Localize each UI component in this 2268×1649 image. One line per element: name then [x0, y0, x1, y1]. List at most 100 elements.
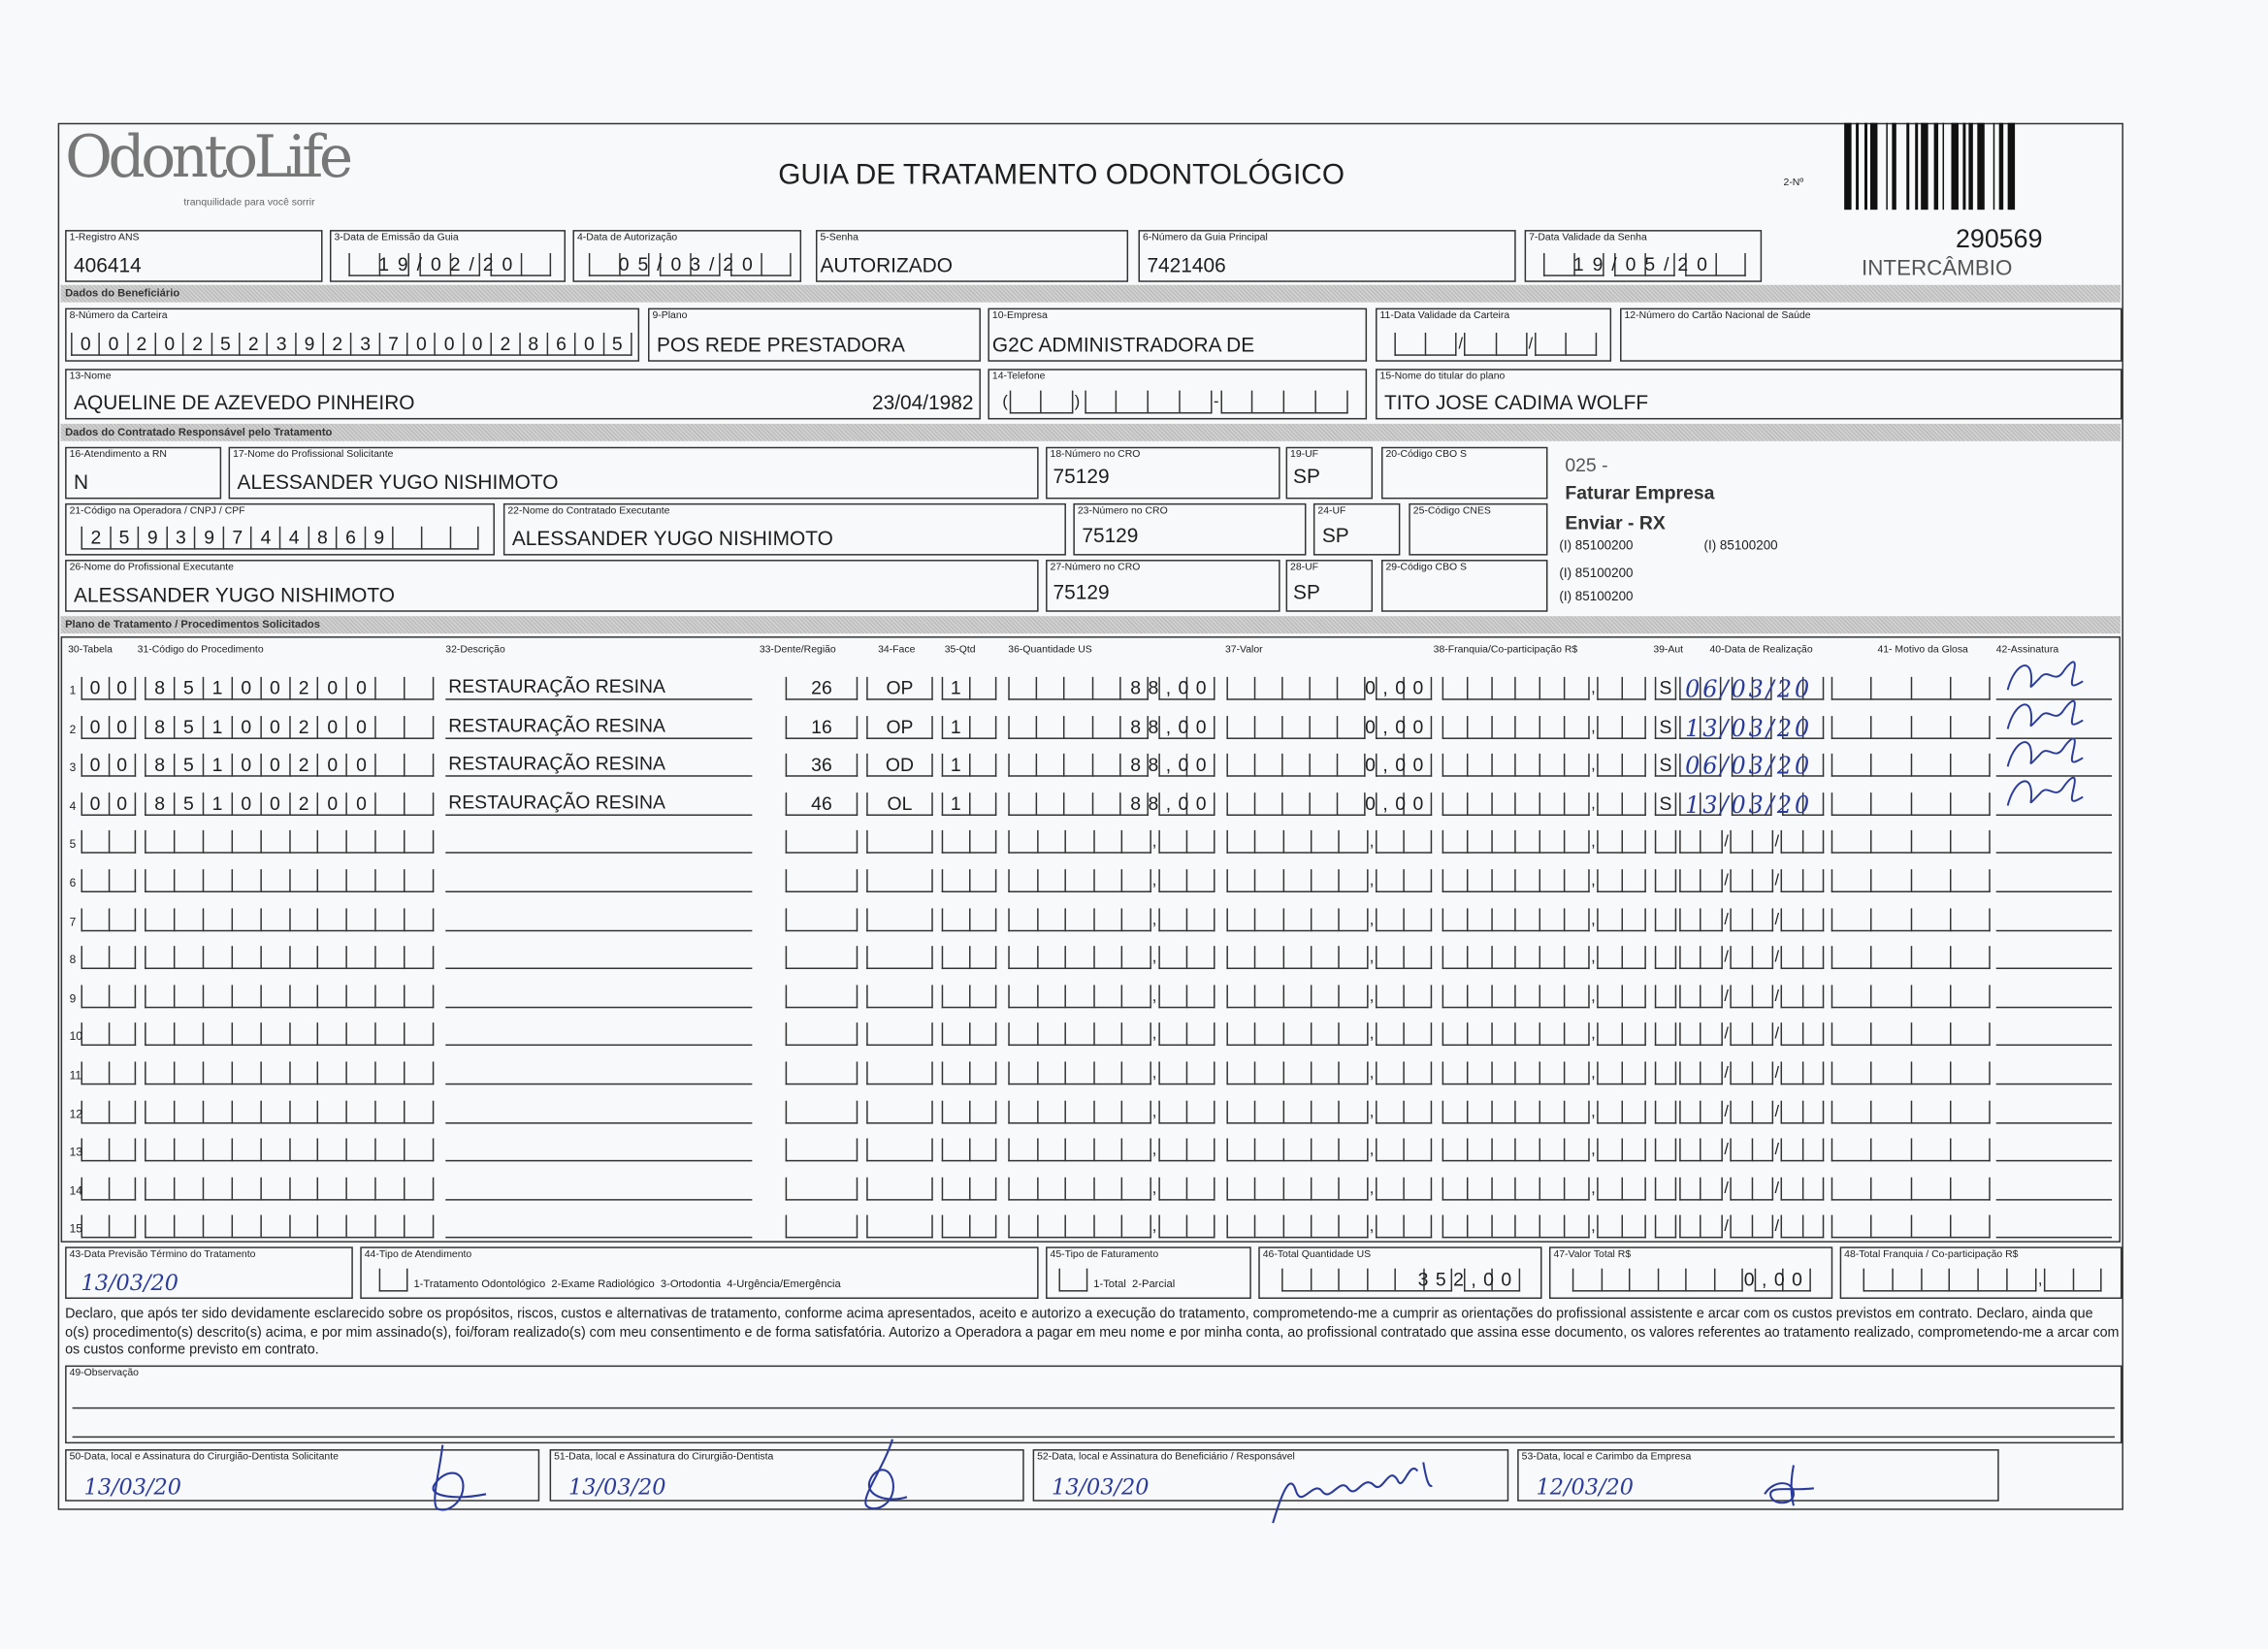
tipo-atendimento-checkbox[interactable]: [378, 1268, 408, 1292]
field-nome[interactable]: 13-Nome AQUELINE DE AZEVEDO PINHEIRO 23/04…: [65, 369, 981, 420]
motivo-glosa-comb[interactable]: [1831, 1061, 1991, 1085]
field-uf-28[interactable]: 28-UF SP: [1285, 560, 1374, 612]
assinatura-field[interactable]: [1995, 737, 2113, 778]
codigo-comb[interactable]: [145, 985, 435, 1008]
face-field[interactable]: [866, 1138, 933, 1162]
field-uf-24[interactable]: 24-UF SP: [1312, 502, 1401, 556]
data-realizacao-comb[interactable]: / /: [1679, 1138, 1825, 1162]
tabela-comb[interactable]: [81, 1177, 137, 1201]
field-carimbo-empresa[interactable]: 53-Data, local e Carimbo da Empresa 12/03…: [1517, 1449, 1999, 1506]
valor-comb[interactable]: ,: [1226, 830, 1433, 855]
motivo-glosa-comb[interactable]: [1831, 1177, 1991, 1201]
dente-field[interactable]: [785, 1215, 859, 1239]
dente-field[interactable]: [785, 1177, 859, 1201]
descricao-field[interactable]: RESTAURAÇÃO RESINA: [445, 708, 753, 739]
tabela-comb[interactable]: [81, 907, 137, 931]
face-field[interactable]: [866, 830, 933, 855]
franquia-comb[interactable]: ,: [1442, 676, 1646, 700]
quantidade-us-comb[interactable]: 88,00: [1008, 754, 1215, 778]
franquia-comb[interactable]: ,: [1442, 1100, 1646, 1123]
field-registro-ans[interactable]: 1-Registro ANS 406414: [65, 230, 323, 282]
quantidade-us-comb[interactable]: ,: [1008, 907, 1215, 931]
dente-field[interactable]: 36: [785, 754, 859, 778]
aut-field[interactable]: [1654, 1177, 1677, 1201]
data-realizacao-comb[interactable]: / /: [1679, 985, 1825, 1008]
aut-field[interactable]: S: [1654, 676, 1677, 700]
qtd-comb[interactable]: [941, 1061, 997, 1085]
motivo-glosa-comb[interactable]: [1831, 754, 1991, 778]
face-field[interactable]: OP: [866, 715, 933, 739]
field-titular-plano[interactable]: 15-Nome do titular do plano TITO JOSE CAD…: [1376, 369, 2122, 420]
valor-comb[interactable]: ,: [1226, 1138, 1433, 1162]
data-realizacao-comb[interactable]: / /: [1679, 946, 1825, 970]
motivo-glosa-comb[interactable]: [1831, 946, 1991, 970]
data-realizacao-comb[interactable]: / /: [1679, 1215, 1825, 1239]
assinatura-field[interactable]: [1995, 699, 2113, 739]
field-empresa[interactable]: 10-Empresa G2C ADMINISTRADORA DE: [988, 307, 1368, 362]
field-uf-19[interactable]: 19-UF SP: [1285, 446, 1374, 500]
franquia-comb[interactable]: ,: [1442, 1215, 1646, 1239]
quantidade-us-comb[interactable]: 88,00: [1008, 792, 1215, 816]
dente-field[interactable]: [785, 985, 859, 1008]
qtd-comb[interactable]: [941, 946, 997, 970]
field-profissional-solicitante[interactable]: 17-Nome do Profissional Solicitante ALESS…: [228, 446, 1039, 500]
codigo-comb[interactable]: [145, 1022, 435, 1047]
field-validade-carteira[interactable]: 11-Data Validade da Carteira / /: [1376, 307, 1612, 362]
qtd-comb[interactable]: [941, 985, 997, 1008]
face-field[interactable]: [866, 1177, 933, 1201]
assinatura-field[interactable]: [1995, 1054, 2113, 1085]
field-cbo-20[interactable]: 20-Código CBO S: [1381, 446, 1548, 500]
field-total-quantidade-us[interactable]: 46-Total Quantidade US 352,00: [1258, 1246, 1542, 1300]
codigo-comb[interactable]: [145, 1100, 435, 1123]
codigo-comb[interactable]: [145, 830, 435, 855]
qtd-comb[interactable]: [941, 830, 997, 855]
descricao-field[interactable]: RESTAURAÇÃO RESINA: [445, 669, 753, 700]
franquia-comb[interactable]: ,: [1442, 907, 1646, 931]
field-total-franquia[interactable]: 48-Total Franquia / Co-participação R$,: [1839, 1246, 2122, 1300]
motivo-glosa-comb[interactable]: [1831, 1138, 1991, 1162]
motivo-glosa-comb[interactable]: [1831, 907, 1991, 931]
valor-comb[interactable]: ,: [1226, 869, 1433, 893]
valor-comb[interactable]: 0,00: [1226, 715, 1433, 739]
data-realizacao-comb[interactable]: / /: [1679, 1177, 1825, 1201]
descricao-field[interactable]: RESTAURAÇÃO RESINA: [445, 785, 753, 816]
motivo-glosa-comb[interactable]: [1831, 1215, 1991, 1239]
face-field[interactable]: OP: [866, 676, 933, 700]
tabela-comb[interactable]: [81, 1100, 137, 1123]
motivo-glosa-comb[interactable]: [1831, 830, 1991, 855]
field-data-autorizacao[interactable]: 4-Data de Autorização 05/03/20: [572, 230, 802, 282]
assinatura-field[interactable]: [1995, 661, 2113, 700]
aut-field[interactable]: [1654, 1061, 1677, 1085]
tabela-comb[interactable]: [81, 830, 137, 855]
tipo-faturamento-checkbox[interactable]: [1058, 1268, 1088, 1292]
codigo-comb[interactable]: [145, 1215, 435, 1239]
descricao-field[interactable]: [445, 900, 753, 931]
tabela-comb[interactable]: [81, 1215, 137, 1239]
dente-field[interactable]: [785, 946, 859, 970]
data-realizacao-comb[interactable]: / /: [1679, 869, 1825, 893]
face-field[interactable]: OL: [866, 792, 933, 816]
valor-comb[interactable]: ,: [1226, 1215, 1433, 1239]
quantidade-us-comb[interactable]: ,: [1008, 1061, 1215, 1085]
assinatura-field[interactable]: [1995, 1016, 2113, 1047]
assinatura-field[interactable]: [1995, 1209, 2113, 1239]
quantidade-us-comb[interactable]: 88,00: [1008, 715, 1215, 739]
aut-field[interactable]: [1654, 1100, 1677, 1123]
assinatura-field[interactable]: [1995, 900, 2113, 931]
face-field[interactable]: [866, 869, 933, 893]
data-realizacao-comb[interactable]: / /: [1679, 907, 1825, 931]
field-valor-total[interactable]: 47-Valor Total R$ 0,00: [1548, 1246, 1833, 1300]
franquia-comb[interactable]: ,: [1442, 985, 1646, 1008]
field-cro-18[interactable]: 18-Número no CRO 75129: [1046, 446, 1280, 500]
field-codigo-operadora[interactable]: 21-Código na Operadora / CNPJ / CPF 2 5 9 3 9…: [65, 502, 495, 556]
franquia-comb[interactable]: ,: [1442, 1061, 1646, 1085]
face-field[interactable]: [866, 985, 933, 1008]
motivo-glosa-comb[interactable]: [1831, 1022, 1991, 1047]
qtd-comb[interactable]: [941, 1177, 997, 1201]
assinatura-field[interactable]: [1995, 824, 2113, 855]
data-realizacao-comb[interactable]: 13/03/20: [1679, 791, 1825, 819]
